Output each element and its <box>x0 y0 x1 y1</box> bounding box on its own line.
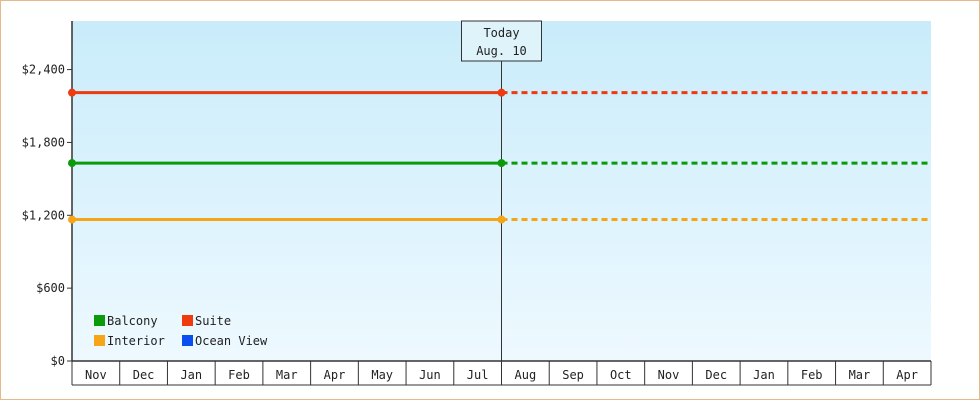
x-tick-label: Nov <box>658 368 680 382</box>
x-tick-label: Nov <box>85 368 107 382</box>
x-tick-label: Mar <box>276 368 298 382</box>
x-tick-label: Mar <box>849 368 871 382</box>
x-tick-label: Jan <box>180 368 202 382</box>
y-tick-label: $1,800 <box>22 135 65 149</box>
x-tick-label: Dec <box>705 368 727 382</box>
legend-label-interior: Interior <box>107 334 165 348</box>
series-point-interior <box>497 215 506 224</box>
series-point-suite <box>68 88 76 97</box>
legend-swatch-interior <box>94 335 105 346</box>
y-tick-label: $1,200 <box>22 208 65 222</box>
legend-swatch-balcony <box>94 315 105 326</box>
x-tick-label: Feb <box>228 368 250 382</box>
series-point-balcony <box>497 159 506 168</box>
series-point-interior <box>68 215 76 224</box>
x-tick-label: Jun <box>419 368 441 382</box>
x-tick-label: Oct <box>610 368 632 382</box>
x-tick-label: Apr <box>324 368 346 382</box>
today-date-label: Aug. 10 <box>476 44 527 58</box>
x-tick-label: May <box>371 368 393 382</box>
legend-label-suite: Suite <box>195 314 231 328</box>
x-tick-label: Jan <box>753 368 775 382</box>
x-tick-label: Aug <box>515 368 537 382</box>
x-tick-label: Jul <box>467 368 489 382</box>
today-box <box>461 20 542 62</box>
y-tick-label: $600 <box>36 281 65 295</box>
legend-label-ocean-view: Ocean View <box>195 334 268 348</box>
legend-swatch-ocean-view <box>182 335 193 346</box>
y-tick-label: $0 <box>51 354 65 368</box>
x-tick-label: Dec <box>133 368 155 382</box>
series-point-suite <box>497 88 506 97</box>
x-tick-label: Apr <box>896 368 918 382</box>
legend-label-balcony: Balcony <box>107 314 158 328</box>
today-label: Today <box>483 26 519 40</box>
x-tick-label: Feb <box>801 368 823 382</box>
x-tick-label: Sep <box>562 368 584 382</box>
legend-swatch-suite <box>182 315 193 326</box>
series-point-balcony <box>68 159 76 168</box>
y-tick-label: $2,400 <box>22 63 65 77</box>
